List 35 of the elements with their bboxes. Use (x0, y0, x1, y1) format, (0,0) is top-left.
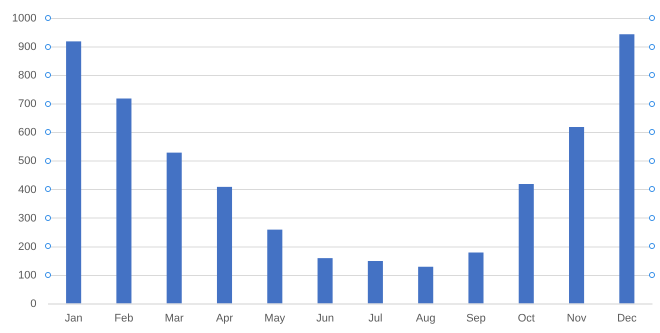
x-tick-label: Oct (518, 312, 535, 324)
y-tick-label: 300 (18, 212, 36, 224)
x-tick-label: Nov (566, 312, 587, 324)
y-tick-label: 200 (18, 240, 36, 253)
y-tick-label: 900 (18, 41, 36, 54)
bar (166, 152, 182, 304)
x-tick-label: Jun (316, 312, 334, 324)
bar (267, 230, 282, 304)
y-tick-label: 500 (18, 155, 36, 168)
x-tick-label: Sep (466, 312, 486, 324)
x-tick-label: Mar (164, 312, 184, 324)
x-tick-label: May (264, 312, 286, 324)
bar (116, 98, 132, 304)
x-tick-label: Jan (64, 312, 82, 324)
y-tick-label: 800 (18, 70, 36, 82)
bar (216, 186, 232, 304)
bar (318, 258, 333, 304)
bar (368, 261, 383, 304)
y-tick-label: 600 (18, 126, 36, 139)
x-tick-label: Apr (216, 312, 234, 324)
bar (468, 252, 484, 304)
bar (418, 266, 434, 304)
bar (66, 41, 82, 304)
x-tick-label: Jul (368, 312, 382, 324)
bar (569, 126, 584, 304)
bar (619, 34, 634, 304)
x-tick-label: Feb (114, 312, 134, 324)
y-tick-label: 0 (30, 298, 36, 310)
bar (518, 184, 534, 304)
y-tick-label: 1000 (12, 12, 36, 25)
y-tick-label: 700 (18, 98, 36, 110)
x-tick-label: Dec (617, 312, 638, 324)
y-tick-label: 100 (18, 269, 36, 282)
x-tick-label: Aug (416, 312, 436, 324)
y-tick-label: 400 (18, 184, 36, 196)
